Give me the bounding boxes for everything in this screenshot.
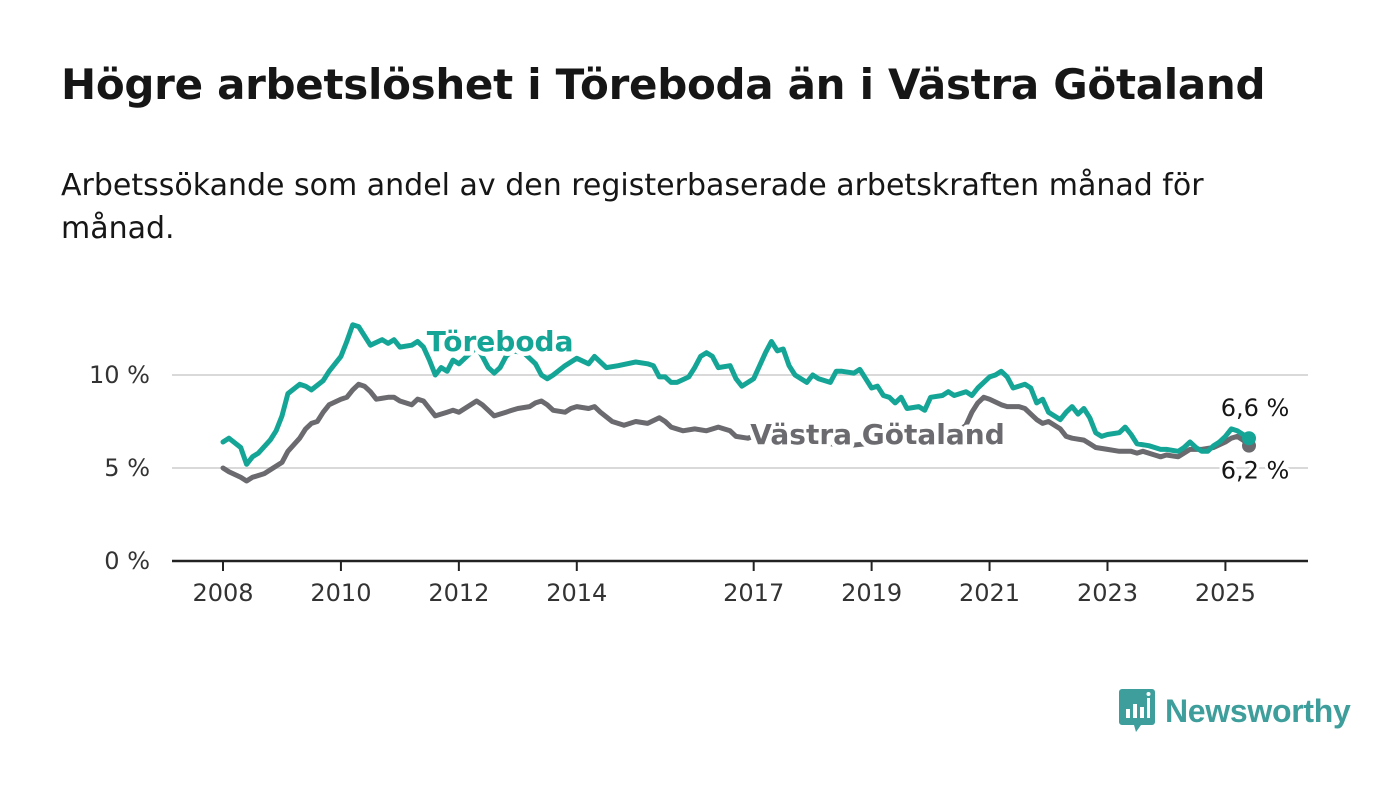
newsworthy-logo-icon — [1119, 689, 1155, 732]
x-tick-label: 2021 — [959, 579, 1020, 607]
x-tick-label: 2010 — [310, 579, 371, 607]
newsworthy-logo: Newsworthy — [1119, 689, 1351, 733]
series-label-halo-t-reboda: Töreboda — [427, 325, 574, 358]
y-tick-label: 5 % — [104, 454, 150, 482]
x-tick-label: 2017 — [723, 579, 784, 607]
end-point-t-reboda — [1242, 431, 1256, 446]
x-tick-label: 2014 — [546, 579, 607, 607]
end-value-label-t-reboda: 6,6 % — [1221, 394, 1290, 422]
x-axis-ticks: 2008 2010 2012 2014 2017 2019 2021 2023 2025 — [192, 561, 1256, 607]
end-value-label-v-stra-g-taland: 6,2 % — [1221, 457, 1290, 485]
x-tick-label: 2012 — [428, 579, 489, 607]
series-line-t-reboda — [220, 322, 1252, 467]
brand-name: Newsworthy — [1165, 692, 1351, 729]
series-lines — [220, 322, 1256, 484]
x-tick-label: 2019 — [841, 579, 902, 607]
series-label-v-stra-g-taland: Västra Götaland — [750, 418, 1005, 451]
y-tick-label: 0 % — [104, 547, 150, 575]
y-tick-label: 10 % — [89, 361, 150, 389]
series-label-halo-v-stra-g-taland: Västra Götaland — [750, 418, 1005, 451]
end-value-halo-t-reboda: 6,6 % — [1221, 394, 1290, 422]
chart-subtitle: Arbetssökande som andel av den registerb… — [61, 168, 1204, 246]
chart-title: Högre arbetslöshet i Töreboda än i Västr… — [61, 60, 1266, 109]
series-line-v-stra-g-taland — [220, 381, 1252, 484]
y-axis-ticks: 0 % 5 % 10 % — [89, 361, 150, 575]
end-value-halo-v-stra-g-taland: 6,2 % — [1221, 457, 1290, 485]
x-tick-label: 2008 — [192, 579, 253, 607]
x-tick-label: 2025 — [1195, 579, 1256, 607]
gridlines — [172, 374, 1308, 563]
series-label-t-reboda: Töreboda — [427, 325, 574, 358]
x-tick-label: 2023 — [1077, 579, 1138, 607]
